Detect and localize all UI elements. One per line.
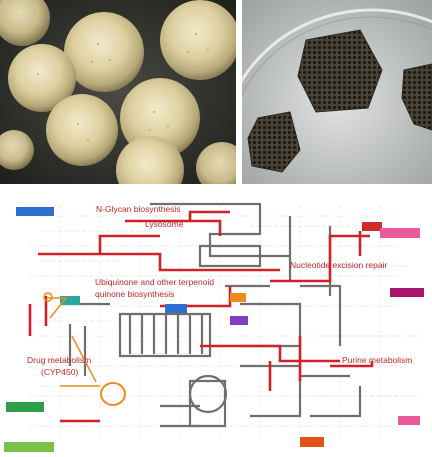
egg-mass-center (297, 29, 383, 113)
module-box (380, 228, 420, 238)
module-box (230, 316, 248, 325)
label-drug-metabolism-line1: Drug metabolism (27, 355, 92, 365)
label-lysosome: Lysosome (145, 219, 184, 229)
label-ubiquinone-line1: Ubiquinone and other terpenoid (95, 277, 215, 287)
module-box (16, 207, 54, 216)
pathway-map: N-Glycan biosynthesis Lysosome Ubiquinon… (0, 186, 432, 457)
eggs-photo (0, 0, 236, 184)
module-box (4, 442, 54, 452)
label-n-glycan: N-Glycan biosynthesis (96, 204, 181, 214)
module-box (230, 293, 246, 302)
colored-module-boxes (4, 207, 424, 452)
dish-photo (242, 0, 432, 184)
grey-pathway-network (60, 202, 362, 428)
module-box (398, 416, 420, 425)
dish-photo-graphic (242, 0, 432, 184)
label-drug-metabolism-line2: (CYP450) (41, 367, 79, 377)
module-box (165, 304, 187, 313)
egg-speckles (37, 32, 209, 141)
red-highlighted-pathways (28, 210, 374, 423)
callout-markers (43, 292, 126, 406)
egg-mass-right (401, 63, 432, 131)
label-nucleotide-excision: Nucleotide excision repair (290, 260, 388, 270)
label-purine-metabolism: Purine metabolism (342, 355, 413, 365)
module-box (362, 222, 382, 231)
module-box (6, 402, 44, 412)
egg-mass-left (247, 111, 301, 173)
label-ubiquinone-line2: quinone biosynthesis (95, 289, 175, 299)
module-box (300, 437, 324, 447)
module-box (60, 296, 80, 305)
eggs-photo-graphic (0, 0, 236, 184)
egg-cluster (0, 0, 236, 184)
module-box (390, 288, 424, 297)
pathway-map-graphic (4, 202, 424, 452)
